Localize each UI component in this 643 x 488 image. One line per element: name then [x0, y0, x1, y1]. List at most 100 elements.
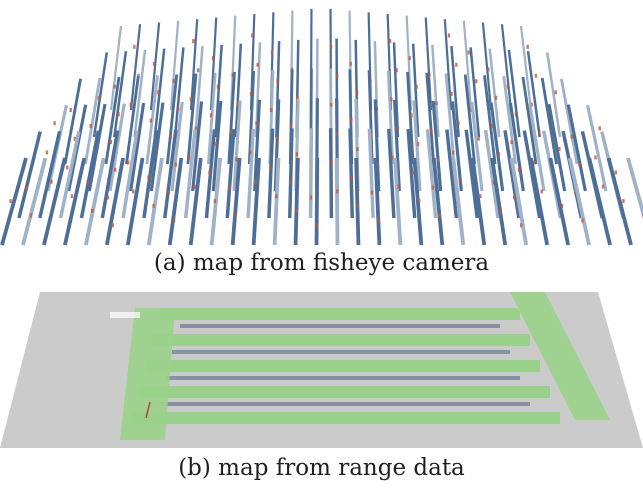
shelf-row: [160, 402, 530, 406]
pole-marker: [133, 44, 136, 49]
pole-marker: [194, 126, 198, 131]
pole: [483, 129, 500, 219]
pole-marker: [172, 218, 176, 223]
pole: [529, 157, 550, 246]
pole: [392, 42, 400, 138]
pole-marker: [350, 118, 353, 123]
pole-marker: [452, 150, 455, 155]
pole-marker: [111, 223, 114, 228]
pole-marker: [560, 203, 564, 208]
pole: [560, 78, 579, 165]
pole-marker: [408, 56, 411, 61]
pole-marker: [176, 106, 180, 111]
shelf-row: [166, 376, 520, 380]
pole-marker: [269, 165, 272, 170]
pole-marker: [126, 160, 130, 165]
pole: [211, 100, 223, 192]
pole: [42, 157, 67, 246]
pole: [386, 70, 395, 165]
pole: [183, 129, 197, 219]
pole: [314, 157, 320, 246]
pole-marker: [416, 141, 420, 146]
pole-marker: [167, 190, 171, 195]
pole: [145, 75, 159, 165]
pole: [254, 42, 262, 138]
pole: [214, 44, 223, 138]
pole: [188, 157, 203, 246]
pole: [483, 75, 497, 165]
pole: [133, 49, 147, 138]
pole: [502, 76, 517, 165]
pole: [519, 25, 533, 111]
pole: [232, 100, 242, 192]
pole-marker: [69, 108, 72, 112]
pole-marker: [467, 50, 470, 55]
pole: [443, 19, 453, 111]
pole-marker: [349, 61, 352, 66]
pole-marker: [514, 112, 518, 117]
pole: [334, 157, 340, 246]
pole: [522, 130, 542, 219]
pole-marker: [395, 68, 398, 73]
pole-marker: [487, 67, 490, 72]
pole-marker: [356, 203, 360, 208]
pole-marker: [479, 194, 482, 199]
pole: [63, 157, 87, 246]
pole-marker: [438, 213, 441, 218]
pole: [548, 157, 570, 246]
pole: [431, 157, 445, 246]
pole: [606, 157, 633, 246]
pole-marker: [295, 208, 298, 213]
pole-marker: [355, 90, 359, 95]
pole-marker: [73, 136, 77, 141]
pole: [227, 71, 236, 165]
pole: [488, 48, 501, 138]
pole-marker: [117, 112, 120, 117]
pole: [109, 25, 123, 111]
pole-marker: [330, 160, 333, 165]
pole-marker: [417, 199, 421, 204]
pole-marker: [229, 129, 233, 134]
pole-marker: [89, 124, 92, 128]
pole: [38, 130, 62, 219]
pole-marker: [29, 213, 33, 218]
pole: [267, 128, 275, 219]
pole-marker: [506, 84, 510, 89]
pole: [163, 129, 178, 219]
pole: [424, 17, 433, 111]
pole-marker: [388, 39, 392, 44]
pole-marker: [490, 124, 493, 128]
pole: [58, 130, 81, 219]
pole-marker: [573, 190, 577, 195]
pole: [469, 47, 481, 138]
cross-lane-right: [510, 292, 610, 420]
pole: [566, 104, 587, 192]
pole: [272, 157, 281, 246]
pole-marker: [309, 195, 313, 200]
pole-marker: [477, 136, 480, 141]
pole-marker: [269, 108, 273, 112]
pole: [490, 157, 508, 246]
pole-marker: [236, 101, 239, 106]
pole-marker: [193, 184, 196, 189]
pole-marker: [196, 68, 200, 73]
pole: [503, 130, 521, 219]
pole-marker: [335, 73, 339, 78]
pole-marker: [187, 155, 191, 160]
pole: [225, 128, 236, 219]
pole-marker: [255, 121, 258, 126]
shelf-row: [172, 350, 510, 354]
pole: [194, 46, 204, 138]
pole: [230, 157, 242, 246]
pole-marker: [152, 203, 155, 208]
pole-marker: [50, 179, 53, 184]
pole-marker: [296, 95, 299, 100]
pole-marker: [581, 218, 584, 223]
pole-marker: [415, 84, 418, 89]
pole: [153, 48, 166, 138]
pole-marker: [455, 62, 458, 67]
lane: [146, 360, 540, 372]
pole-marker: [410, 113, 413, 118]
pole-marker: [53, 121, 56, 126]
pole-marker: [113, 84, 116, 89]
